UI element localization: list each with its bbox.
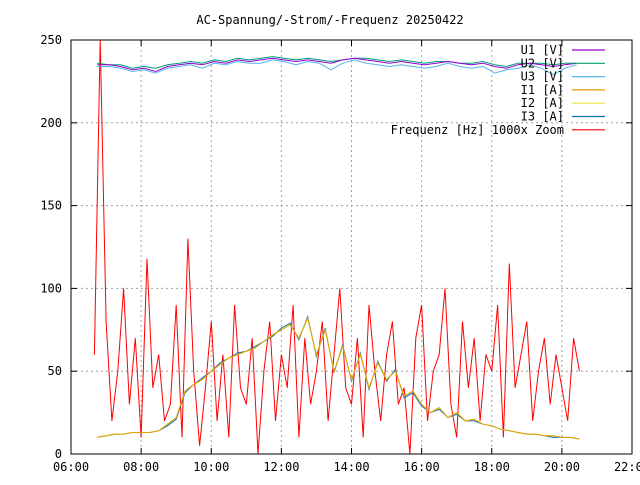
x-tick-label: 14:00 — [333, 460, 369, 474]
x-tick-label: 20:00 — [544, 460, 580, 474]
plot-border — [70, 39, 633, 455]
series-line-0 — [97, 57, 577, 73]
series-lines — [93, 39, 580, 455]
x-tick-label: 16:00 — [404, 460, 440, 474]
legend-label: I3 [A] — [521, 110, 564, 124]
legend-label: U2 [V] — [521, 56, 564, 70]
y-tick-label: 200 — [40, 116, 62, 130]
series-line-3 — [97, 316, 580, 440]
series-line-2 — [97, 59, 577, 76]
series-line-1 — [97, 56, 577, 69]
series-line-6 — [93, 39, 580, 455]
legend: U1 [V]U2 [V]U3 [V]I1 [A]I2 [A]I3 [A]Freq… — [391, 43, 605, 137]
x-tick-label: 22:00 — [614, 460, 640, 474]
axis-ticks: 06:00 08:00 10:00 12:00 14:00 16:00 18:00 20:00… — [40, 33, 640, 474]
y-tick-label: 50 — [48, 364, 62, 378]
y-tick-label: 100 — [40, 281, 62, 295]
legend-label: Frequenz [Hz] 1000x Zoom — [391, 123, 564, 137]
legend-label: I1 [A] — [521, 83, 564, 97]
legend-label: U1 [V] — [521, 43, 564, 57]
legend-label: I2 [A] — [521, 96, 564, 110]
chart-title: AC-Spannung/-Strom/-Frequenz 20250422 — [196, 13, 463, 27]
x-tick-label: 12:00 — [263, 460, 299, 474]
x-tick-label: 08:00 — [123, 460, 159, 474]
legend-label: U3 [V] — [521, 70, 564, 84]
y-tick-label: 150 — [40, 199, 62, 213]
x-tick-label: 06:00 — [53, 460, 89, 474]
x-tick-label: 18:00 — [474, 460, 510, 474]
y-tick-label: 250 — [40, 33, 62, 47]
y-tick-label: 0 — [55, 447, 62, 461]
x-tick-label: 10:00 — [193, 460, 229, 474]
